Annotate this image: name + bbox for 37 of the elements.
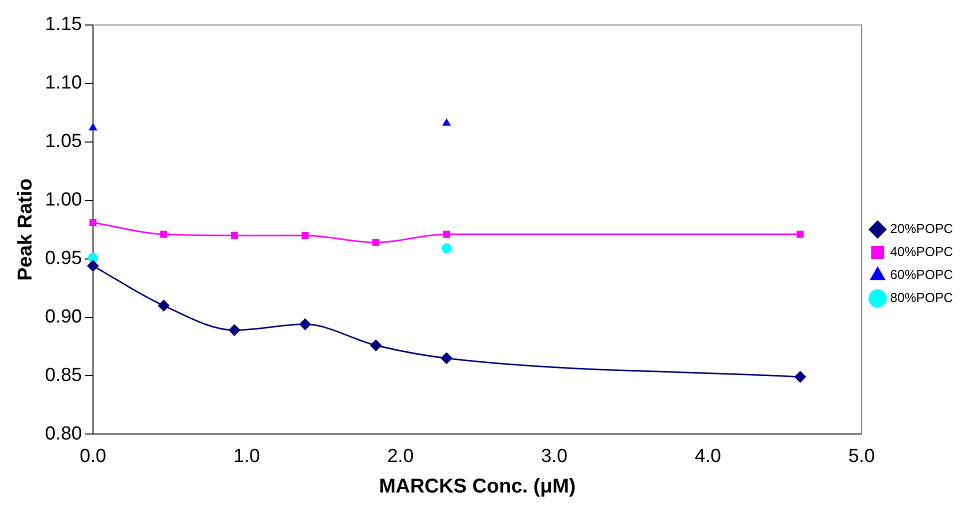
y-axis-title: Peak Ratio xyxy=(14,178,37,281)
point xyxy=(89,219,97,226)
y-tick-label: 1.15 xyxy=(44,14,82,36)
point xyxy=(299,318,312,330)
point xyxy=(158,300,170,312)
legend-label: 40%POPC xyxy=(890,244,954,260)
x-tick-label: 3.0 xyxy=(540,446,568,467)
point xyxy=(370,339,382,352)
point xyxy=(86,260,99,272)
point xyxy=(794,370,806,383)
y-tick-label: 0.90 xyxy=(44,306,82,328)
y-tick-label: 1.05 xyxy=(44,131,82,152)
point xyxy=(442,118,451,126)
x-tick-label: 0.0 xyxy=(80,446,106,467)
point xyxy=(228,324,240,336)
point xyxy=(160,230,168,238)
point xyxy=(443,230,450,238)
point xyxy=(302,232,309,239)
x-tick-label: 5.0 xyxy=(848,446,875,467)
x-tick-label: 4.0 xyxy=(694,446,722,467)
point xyxy=(442,243,452,254)
point xyxy=(372,238,380,246)
y-tick-label: 0.85 xyxy=(44,364,82,386)
point xyxy=(88,122,98,130)
x-tick-label: 2.0 xyxy=(387,446,414,467)
x-axis-title: MARCKS Conc. (μM) xyxy=(378,476,576,498)
point xyxy=(230,232,238,239)
legend-label: 20%POPC xyxy=(890,221,954,236)
y-tick-label: 0.95 xyxy=(44,248,82,270)
y-tick-label: 1.10 xyxy=(44,72,82,94)
legend-label: 60%POPC xyxy=(890,267,954,282)
x-tick-label: 1.0 xyxy=(234,446,260,467)
point xyxy=(796,230,804,238)
point xyxy=(440,352,453,364)
legend-label: 80%POPC xyxy=(890,290,954,306)
y-tick-label: 0.80 xyxy=(44,423,82,444)
y-tick-label: 1.00 xyxy=(44,190,82,211)
